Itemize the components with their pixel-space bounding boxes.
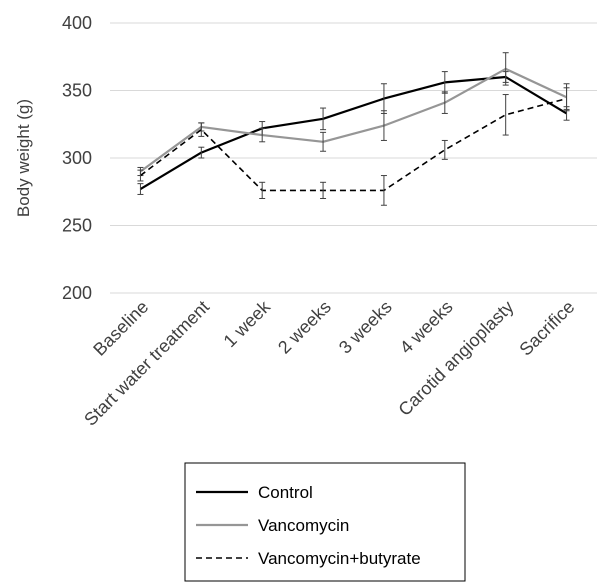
error-bar [441, 91, 448, 114]
y-axis-title: Body weight (g) [14, 99, 33, 217]
legend-label: Vancomycin [258, 516, 349, 535]
error-bar [380, 110, 387, 141]
x-tick-label: Carotid angioplasty [394, 297, 517, 420]
series-line [139, 67, 568, 173]
x-tick-label: Sacrifice [515, 297, 578, 360]
error-bar [198, 146, 205, 159]
x-tick-label: 2 weeks [274, 297, 335, 358]
error-bar [137, 183, 144, 195]
legend: Control Vancomycin Vancomycin+butyrate [184, 462, 466, 582]
legend-box [184, 462, 466, 582]
error-bar [320, 181, 327, 199]
y-tick-labels: 200 250 300 350 400 [62, 13, 92, 303]
error-bar [380, 175, 387, 206]
series-line [139, 97, 567, 192]
x-tick-label: Start water treatment [80, 297, 213, 430]
x-tick-label: Baseline [89, 297, 152, 360]
series-vancomycin-butyrate [137, 87, 570, 206]
error-bar [502, 94, 509, 136]
y-tick-label: 300 [62, 148, 92, 168]
error-bar [502, 52, 509, 86]
x-tick-label: 4 weeks [396, 297, 457, 358]
series-vancomycin [137, 52, 570, 177]
y-tick-label: 400 [62, 13, 92, 33]
error-bar [441, 139, 448, 160]
legend-label: Vancomycin+butyrate [258, 549, 421, 568]
error-bar [320, 107, 327, 131]
error-bar [259, 127, 266, 143]
series-lines [137, 52, 570, 206]
x-tick-label: 3 weeks [335, 297, 396, 358]
error-bar [198, 122, 205, 137]
gridlines [110, 22, 597, 294]
error-bar [259, 181, 266, 199]
legend-label: Control [258, 483, 313, 502]
error-bar [320, 131, 327, 152]
y-tick-label: 250 [62, 216, 92, 236]
error-bar [137, 169, 144, 182]
x-tick-label: 1 week [220, 296, 275, 351]
y-tick-label: 200 [62, 283, 92, 303]
series-line [139, 75, 568, 190]
error-bar [563, 87, 570, 110]
y-tick-label: 350 [62, 81, 92, 101]
